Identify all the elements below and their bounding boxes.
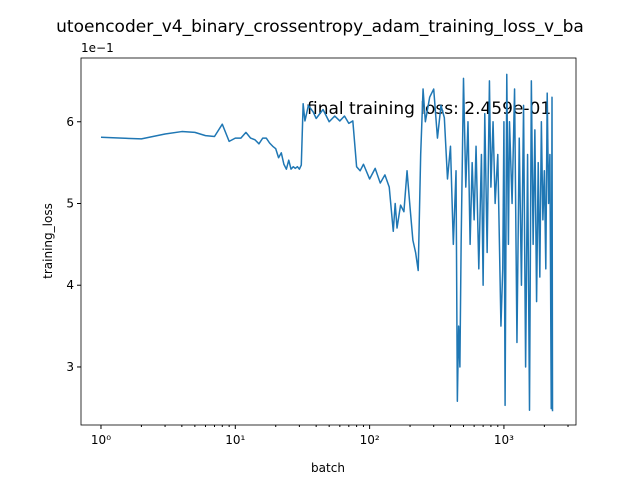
y-axis-label: training_loss (41, 203, 55, 279)
x-tick-label: 10⁰ (91, 433, 111, 447)
chart-title: utoencoder_v4_binary_crossentropy_adam_t… (56, 17, 584, 37)
y-tick-label: 3 (66, 360, 74, 374)
y-tick-label: 4 (66, 278, 74, 292)
y-offset-label: 1e−1 (81, 41, 114, 55)
x-tick-label: 10¹ (225, 433, 245, 447)
x-axis-label: batch (311, 461, 345, 475)
x-tick-label: 10² (360, 433, 380, 447)
loss-line (100, 73, 554, 412)
x-tick-label: 10³ (494, 433, 514, 447)
plot-frame (80, 57, 577, 426)
y-tick-label: 6 (66, 115, 74, 129)
y-tick-label: 5 (66, 196, 74, 210)
